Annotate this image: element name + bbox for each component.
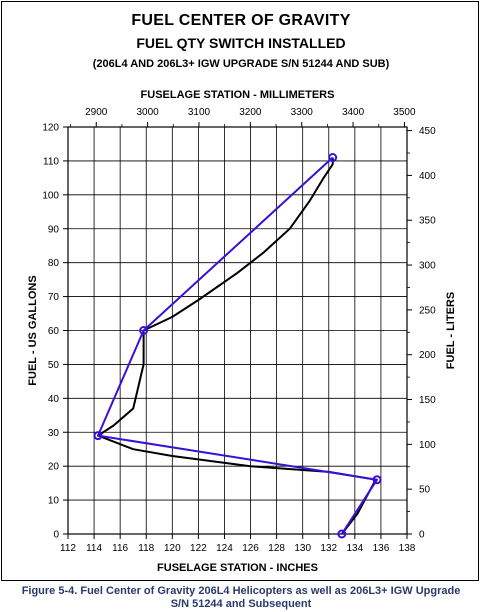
y-left-tick-label: 80: [48, 258, 60, 269]
y-left-tick-label: 0: [53, 530, 59, 541]
y-right-tick-label: 350: [419, 216, 436, 227]
y-right-tick-label: 200: [419, 350, 436, 361]
y-left-tick-label: 40: [48, 394, 60, 405]
x-top-tick-label: 3500: [393, 107, 416, 118]
x-bottom-tick-label: 130: [294, 543, 311, 554]
chart-subtitle: FUEL QTY SWITCH INSTALLED: [136, 35, 346, 51]
x-bottom-tick-label: 118: [138, 543, 154, 554]
y-left-tick-label: 50: [48, 360, 60, 371]
figure-caption: Figure 5-4. Fuel Center of Gravity 206L4…: [0, 585, 482, 611]
y-right-tick-label: 100: [419, 440, 436, 451]
x-bottom-tick-label: 116: [112, 543, 128, 554]
figure-frame: [1, 1, 479, 581]
x-top-tick-label: 2900: [85, 107, 108, 118]
x-top-tick-label: 3400: [342, 107, 365, 118]
x-bottom-tick-label: 122: [190, 543, 207, 554]
y-right-axis-title: FUEL - LITERS: [445, 292, 457, 369]
x-bottom-tick-label: 112: [60, 543, 76, 554]
y-right-tick-label: 150: [419, 395, 436, 406]
y-left-tick-label: 90: [48, 224, 60, 235]
series-line-1: [97, 157, 377, 535]
x-top-axis-title: FUSELAGE STATION - MILLIMETERS: [141, 89, 335, 101]
series-marker: [337, 529, 347, 539]
series-marker: [139, 326, 149, 335]
y-left-tick-label: 10: [48, 496, 60, 507]
caption-line-2: S/N 51244 and Subsequent: [170, 598, 312, 610]
series-marker: [372, 475, 382, 485]
x-bottom-tick-label: 120: [164, 543, 181, 554]
x-bottom-tick-label: 132: [320, 543, 337, 554]
y-left-tick-label: 70: [48, 292, 60, 303]
y-left-tick-label: 20: [48, 462, 60, 473]
caption-line-1: Figure 5-4. Fuel Center of Gravity 206L4…: [21, 585, 461, 597]
y-left-tick-label: 110: [43, 156, 59, 167]
x-bottom-tick-label: 136: [373, 543, 390, 554]
y-right-tick-label: 50: [419, 485, 431, 496]
chart-title: FUEL CENTER OF GRAVITY: [131, 12, 351, 29]
series-line-2: [97, 156, 378, 535]
x-bottom-tick-label: 124: [216, 543, 233, 554]
y-right-tick-label: 300: [419, 261, 436, 272]
y-right-tick-label: 450: [419, 126, 436, 137]
y-left-axis-title: FUEL - US GALLONS: [27, 275, 39, 385]
x-bottom-tick-label: 128: [268, 543, 285, 554]
y-right-tick-label: 400: [419, 171, 436, 182]
y-left-tick-label: 120: [42, 123, 59, 134]
x-bottom-tick-label: 114: [86, 543, 102, 554]
x-bottom-tick-label: 134: [347, 543, 364, 554]
y-left-tick-label: 100: [42, 190, 59, 201]
x-top-tick-label: 3200: [239, 107, 262, 118]
y-left-tick-label: 30: [48, 428, 60, 439]
x-top-tick-label: 3000: [136, 107, 159, 118]
chart-note: (206L4 AND 206L3+ IGW UPGRADE S/N 51244 …: [92, 58, 390, 70]
series-marker: [93, 431, 103, 441]
y-left-tick-label: 60: [48, 326, 60, 337]
x-bottom-tick-label: 138: [399, 543, 416, 554]
series-marker: [328, 153, 338, 163]
x-bottom-tick-label: 126: [242, 543, 259, 554]
x-top-tick-label: 3300: [291, 107, 314, 118]
y-right-tick-label: 0: [419, 530, 425, 541]
x-bottom-axis-title: FUSELAGE STATION - INCHES: [157, 562, 318, 574]
x-top-tick-label: 3100: [188, 107, 211, 118]
y-right-tick-label: 250: [419, 305, 436, 316]
